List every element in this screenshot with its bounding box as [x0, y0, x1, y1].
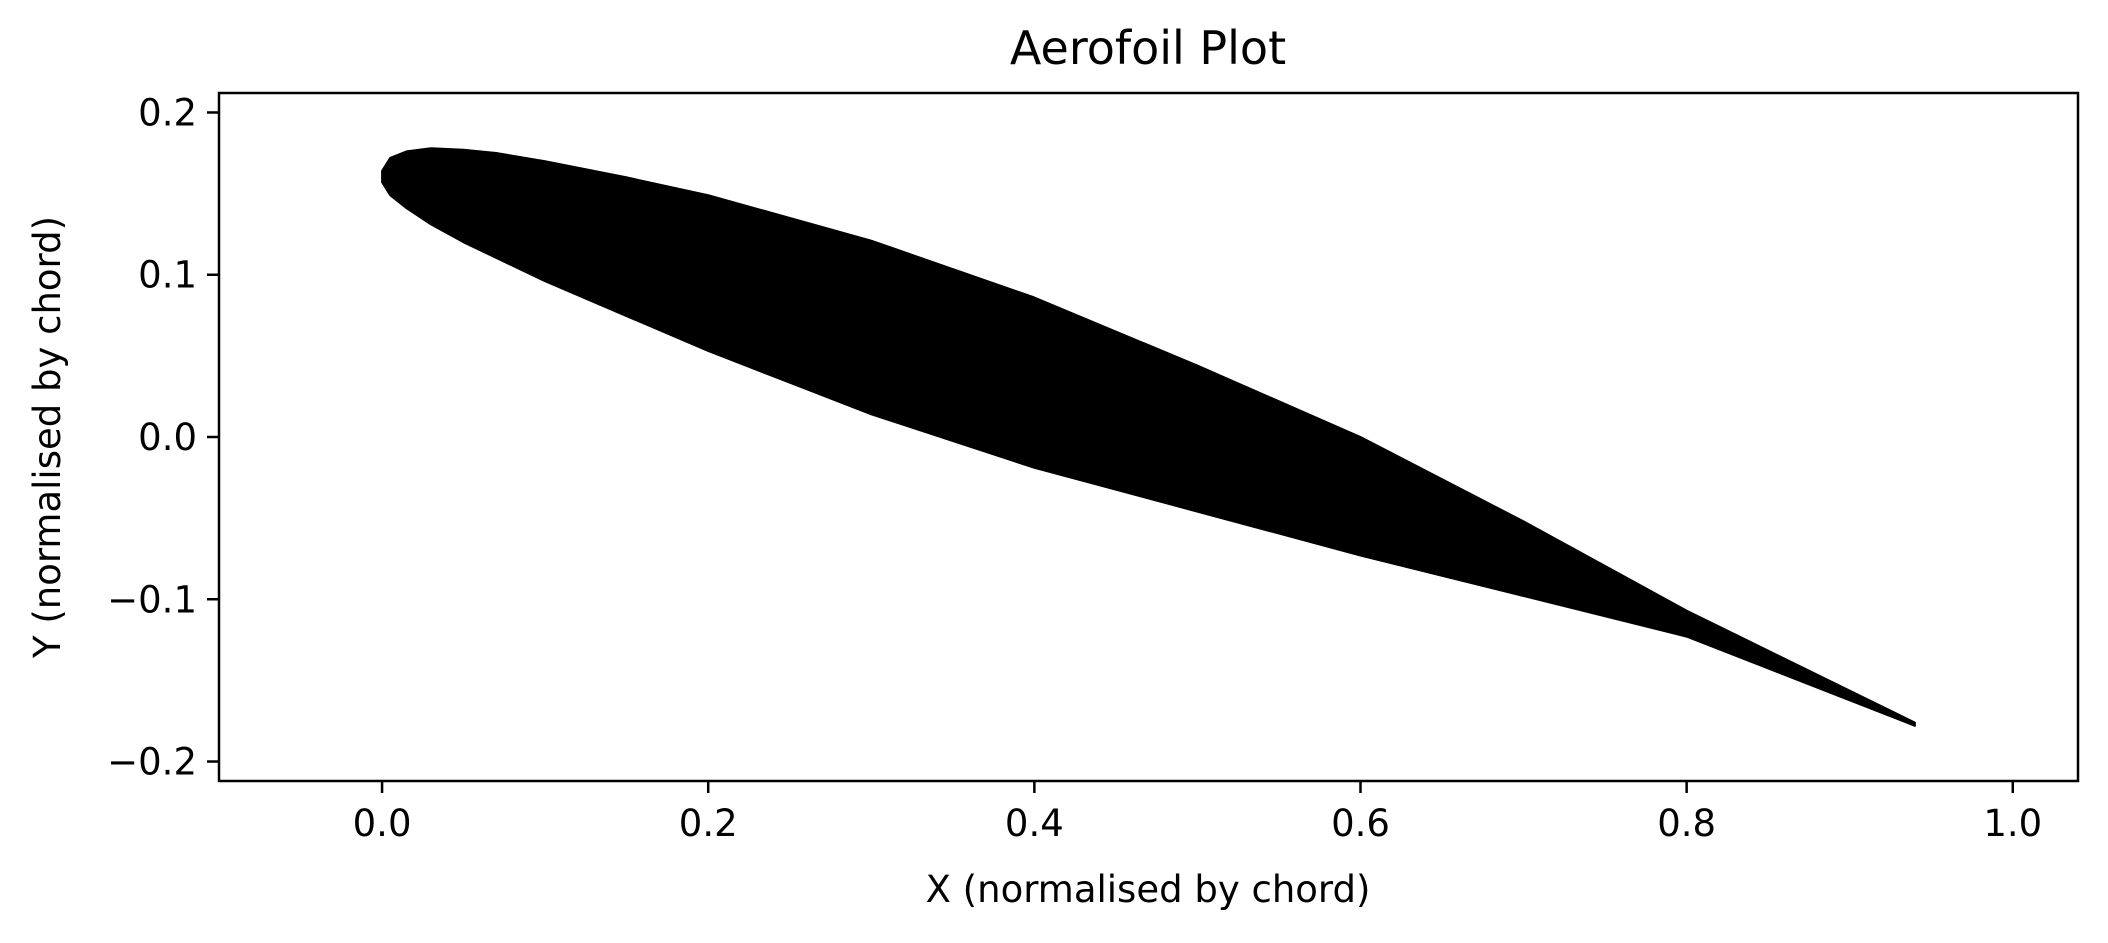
x-axis-label: X (normalised by chord) [926, 868, 1371, 911]
x-tick-label: 0.0 [353, 802, 412, 845]
plot-area [381, 147, 1916, 727]
aerofoil-fill [381, 147, 1916, 727]
y-axis-label: Y (normalised by chord) [26, 216, 69, 659]
y-tick-label: 0.1 [138, 254, 197, 297]
x-tick-label: 1.0 [1983, 802, 2042, 845]
y-tick-label: 0.0 [138, 416, 197, 459]
y-tick-label: 0.2 [138, 91, 197, 134]
x-tick-label: 0.6 [1331, 802, 1390, 845]
x-tick-label: 0.8 [1657, 802, 1716, 845]
x-axis-ticks: 0.0 0.2 0.4 0.6 0.8 1.0 [353, 781, 2042, 845]
chart-title: Aerofoil Plot [1010, 21, 1286, 75]
y-tick-label: −0.2 [107, 741, 197, 784]
x-tick-label: 0.2 [679, 802, 738, 845]
y-tick-label: −0.1 [107, 578, 197, 621]
y-axis-ticks: 0.2 0.1 0.0 −0.1 −0.2 [107, 91, 219, 784]
x-tick-label: 0.4 [1005, 802, 1064, 845]
